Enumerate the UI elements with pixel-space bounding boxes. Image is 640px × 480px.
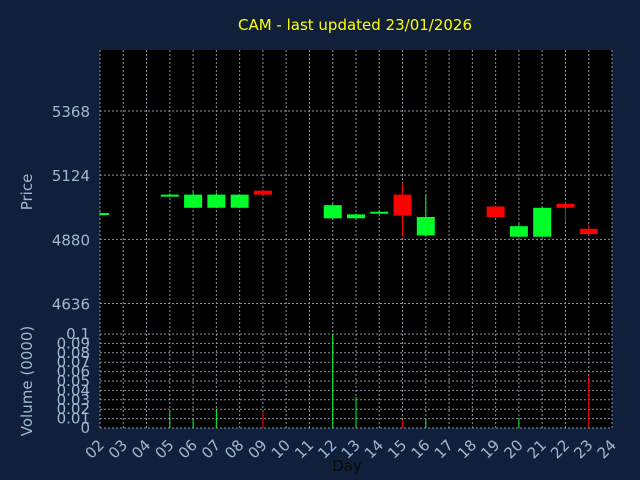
candle-body xyxy=(416,216,435,236)
price-y-tick-label: 4880 xyxy=(52,231,90,249)
candle-body xyxy=(160,194,179,197)
volume-y-tick-label: 0.1 xyxy=(66,325,90,343)
volume-y-tick-label: 0 xyxy=(80,419,90,437)
price-y-tick-label: 5124 xyxy=(52,167,90,185)
volume-bars xyxy=(169,334,590,428)
candles xyxy=(99,182,598,238)
candle-body xyxy=(184,194,203,208)
price-y-ticks: 4636 4880 5124 5368 xyxy=(52,103,90,313)
x-tick-label: 24 xyxy=(594,436,620,462)
chart-title: CAM - last updated 23/01/2026 xyxy=(238,16,472,34)
volume-y-tick-label: 0.06 xyxy=(57,363,90,381)
candle-body xyxy=(370,211,389,214)
volume-axis-label: Volume (0000) xyxy=(18,326,36,436)
candle-body xyxy=(323,205,342,219)
volume-y-tick-label: 0.08 xyxy=(57,344,90,362)
price-grid xyxy=(99,50,613,334)
candle-body xyxy=(556,203,575,208)
candle-body xyxy=(533,207,552,237)
candle-body xyxy=(253,190,272,195)
volume-y-tick-label: 0.02 xyxy=(57,400,90,418)
candle-body xyxy=(393,194,412,216)
candle-body xyxy=(207,194,226,208)
volume-y-ticks: 00.010.020.030.040.050.060.070.080.090.1 xyxy=(57,325,90,437)
x-axis-label: Day xyxy=(332,457,362,475)
candle-body xyxy=(347,214,365,219)
candle-body xyxy=(579,228,598,235)
volume-y-tick-label: 0.05 xyxy=(57,372,90,390)
volume-y-tick-label: 0.07 xyxy=(57,353,90,371)
volume-y-tick-label: 0.01 xyxy=(57,410,90,428)
candle-body xyxy=(230,194,249,208)
volume-y-tick-label: 0.03 xyxy=(57,391,90,409)
price-axis-label: Price xyxy=(18,174,36,211)
candle-body xyxy=(509,226,528,237)
candle-body xyxy=(100,213,109,216)
volume-y-tick-label: 0.04 xyxy=(57,381,90,399)
price-y-tick-label: 5368 xyxy=(52,103,90,121)
volume-y-tick-label: 0.09 xyxy=(57,334,90,352)
price-y-tick-label: 4636 xyxy=(52,295,90,313)
candle-body xyxy=(486,206,505,217)
